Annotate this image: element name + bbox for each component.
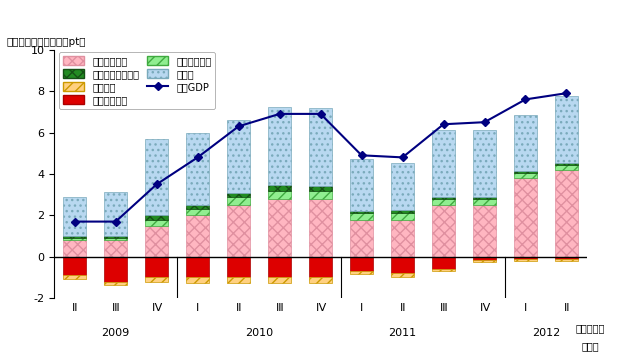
Bar bbox=[433, 131, 455, 197]
Text: 2012: 2012 bbox=[532, 328, 560, 338]
Bar bbox=[391, 219, 414, 257]
Bar bbox=[145, 219, 168, 226]
Bar bbox=[514, 171, 537, 173]
Bar bbox=[63, 238, 86, 240]
Bar bbox=[555, 96, 578, 163]
Bar bbox=[555, 165, 578, 170]
Bar bbox=[350, 211, 373, 213]
Bar bbox=[391, 257, 414, 273]
Text: （四半期）: （四半期） bbox=[575, 323, 605, 333]
Bar bbox=[227, 120, 250, 192]
Bar bbox=[309, 108, 332, 186]
Text: 2009: 2009 bbox=[101, 328, 130, 338]
Bar bbox=[555, 170, 578, 257]
Bar bbox=[227, 205, 250, 257]
Bar bbox=[514, 178, 537, 257]
Bar bbox=[514, 257, 537, 259]
Bar bbox=[309, 191, 332, 199]
Bar bbox=[186, 209, 209, 215]
Bar bbox=[105, 282, 127, 285]
Bar bbox=[186, 278, 209, 283]
Bar bbox=[105, 192, 127, 236]
Bar bbox=[227, 192, 250, 197]
Bar bbox=[309, 257, 332, 278]
Bar bbox=[227, 197, 250, 205]
Bar bbox=[350, 219, 373, 257]
Bar bbox=[555, 257, 578, 259]
Bar bbox=[433, 269, 455, 271]
Bar bbox=[391, 213, 414, 219]
Text: 2011: 2011 bbox=[389, 328, 417, 338]
Bar bbox=[433, 199, 455, 205]
Bar bbox=[555, 163, 578, 165]
Bar bbox=[186, 257, 209, 278]
Bar bbox=[145, 226, 168, 257]
Bar bbox=[350, 257, 373, 271]
Text: 今回の景気拡大期における実質ＧＤＰ成長率と需要項目別寄与度: 今回の景気拡大期における実質ＧＤＰ成長率と需要項目別寄与度 bbox=[5, 10, 237, 23]
Bar bbox=[391, 273, 414, 278]
Bar bbox=[63, 197, 86, 236]
Bar bbox=[514, 173, 537, 178]
Bar bbox=[105, 236, 127, 238]
Bar bbox=[309, 278, 332, 283]
Bar bbox=[350, 213, 373, 219]
Text: 2010: 2010 bbox=[245, 328, 273, 338]
Text: （累積寄与度、％、％pt）: （累積寄与度、％、％pt） bbox=[6, 37, 86, 47]
Bar bbox=[269, 185, 291, 191]
Bar bbox=[473, 197, 496, 199]
Bar bbox=[391, 210, 414, 213]
Bar bbox=[63, 236, 86, 238]
Bar bbox=[227, 278, 250, 283]
Bar bbox=[473, 257, 496, 260]
Bar bbox=[145, 278, 168, 282]
Bar bbox=[473, 205, 496, 257]
Text: （年）: （年） bbox=[581, 341, 599, 351]
Bar bbox=[186, 132, 209, 205]
Bar bbox=[269, 278, 291, 283]
Bar bbox=[309, 199, 332, 257]
Bar bbox=[105, 257, 127, 282]
Bar bbox=[309, 186, 332, 191]
Bar bbox=[105, 238, 127, 240]
Bar bbox=[433, 197, 455, 199]
Bar bbox=[391, 163, 414, 210]
Bar bbox=[473, 199, 496, 205]
Bar bbox=[433, 257, 455, 269]
Bar bbox=[269, 106, 291, 185]
Bar bbox=[227, 257, 250, 278]
Bar bbox=[555, 259, 578, 261]
Bar bbox=[514, 115, 537, 171]
Bar bbox=[269, 199, 291, 257]
Bar bbox=[145, 215, 168, 219]
Bar bbox=[350, 159, 373, 211]
Bar bbox=[473, 131, 496, 197]
Bar bbox=[350, 271, 373, 274]
Bar bbox=[186, 205, 209, 209]
Bar bbox=[145, 257, 168, 278]
Bar bbox=[63, 240, 86, 257]
Bar bbox=[473, 260, 496, 262]
Bar bbox=[105, 240, 127, 257]
Bar bbox=[145, 139, 168, 215]
Bar bbox=[269, 191, 291, 199]
Bar bbox=[63, 275, 86, 279]
Bar bbox=[269, 257, 291, 278]
Legend: 民間最終消費, 公的固定資本形成, 民間住宅, 民間企業設備, 政府最終消費, 純輸出, 実質GDP: 民間最終消費, 公的固定資本形成, 民間住宅, 民間企業設備, 政府最終消費, … bbox=[59, 52, 215, 109]
Bar bbox=[63, 257, 86, 275]
Bar bbox=[514, 259, 537, 261]
Bar bbox=[433, 205, 455, 257]
Bar bbox=[186, 215, 209, 257]
